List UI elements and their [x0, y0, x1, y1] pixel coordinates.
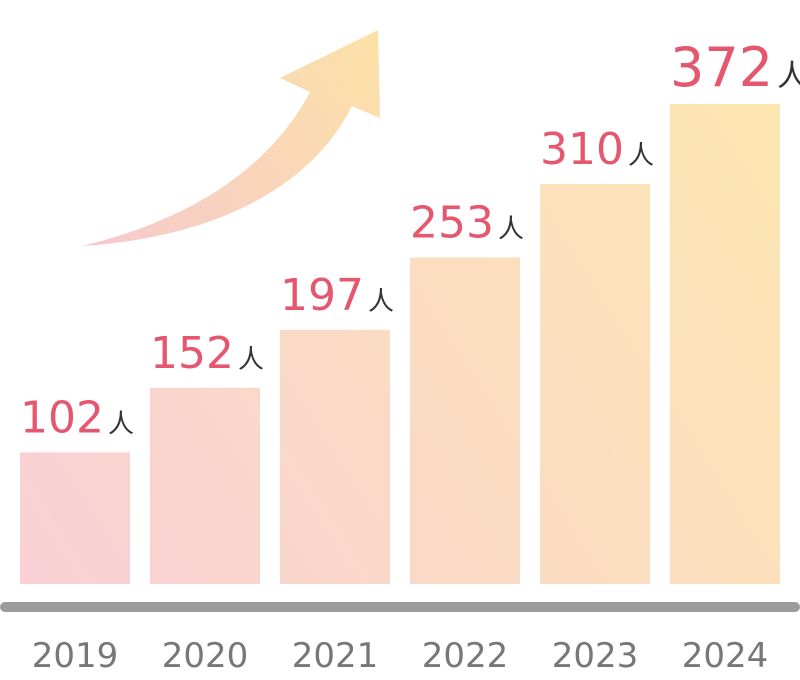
value-unit-2022: 人	[498, 215, 524, 245]
trend-arrow-icon	[82, 30, 380, 246]
bar-2024	[670, 104, 780, 584]
bar-2021	[280, 329, 390, 584]
x-tick-2020: 2020	[162, 636, 249, 676]
value-unit-2023: 人	[628, 141, 654, 171]
bar-2022	[410, 257, 520, 584]
x-tick-2019: 2019	[32, 636, 119, 676]
x-tick-2024: 2024	[682, 636, 769, 676]
x-tick-2021: 2021	[292, 636, 379, 676]
bar-2023	[540, 184, 650, 584]
value-number-2023: 310	[540, 124, 624, 175]
value-unit-2024: 人	[777, 59, 800, 94]
value-label-2022: 253 人	[410, 198, 524, 249]
value-label-2021: 197 人	[280, 270, 394, 321]
value-number-2024: 372	[670, 36, 773, 99]
value-number-2020: 152	[150, 328, 234, 379]
x-axis-line	[0, 602, 800, 612]
bar-2019	[20, 452, 130, 584]
value-label-2019: 102 人	[20, 392, 134, 443]
x-tick-2023: 2023	[552, 636, 639, 676]
value-unit-2021: 人	[368, 287, 394, 317]
value-unit-2019: 人	[108, 409, 134, 439]
bars-group	[20, 104, 780, 584]
bar-2020	[150, 387, 260, 584]
value-label-2020: 152 人	[150, 328, 264, 379]
x-tick-2022: 2022	[422, 636, 509, 676]
value-label-2023: 310 人	[540, 124, 654, 175]
x-tick-labels-group: 2019 2020 2021 2022 2023 2024	[32, 636, 769, 676]
value-number-2022: 253	[410, 198, 494, 249]
value-label-2024: 372 人	[670, 36, 800, 99]
value-unit-2020: 人	[238, 345, 264, 375]
value-number-2021: 197	[280, 270, 364, 321]
value-number-2019: 102	[20, 392, 104, 443]
